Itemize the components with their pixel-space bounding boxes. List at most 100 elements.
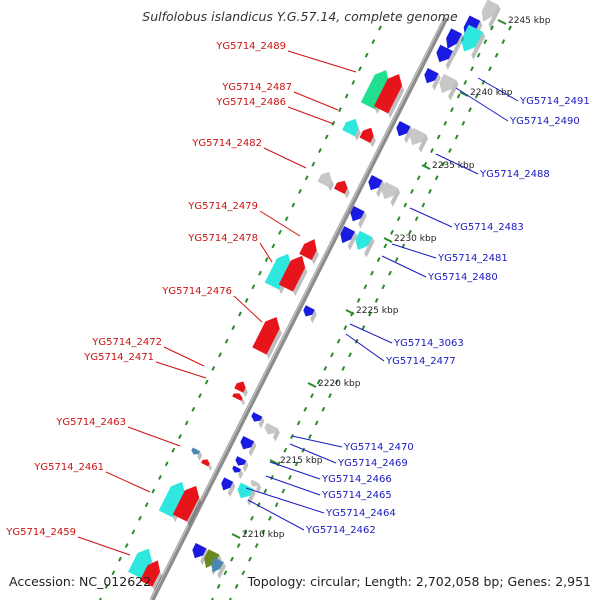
track-dot [298,188,302,194]
track-dot [356,297,361,303]
gene-label-right: YG5714_3063 [393,338,464,349]
map-title: Sulfolobus islandicus Y.G.57.14, complet… [142,9,458,24]
gene-label-right: YG5714_2488 [479,169,550,180]
right-label-leader [349,323,393,344]
track-dot [310,393,314,399]
left-label-leader [259,242,273,263]
gene-feature-21 [278,255,308,297]
track-dot [316,379,321,385]
left-label-leader [293,91,339,111]
gene-feature-5 [424,68,441,91]
track-dot [230,556,234,562]
track-dot [476,52,481,58]
gene-feature-2 [461,24,486,60]
track-dot [204,379,209,385]
track-dot [256,502,261,508]
right-label-leader [247,499,305,531]
track-dot [443,120,448,126]
track-dot [98,597,102,600]
track-dot [263,488,268,494]
track-dot [118,556,122,562]
track-dot [336,338,341,344]
gene-feature-17 [350,206,367,229]
gene-feature-15 [368,175,385,198]
track-dot [318,148,322,154]
scale-tick-label: 2240 kbp [470,88,513,98]
gene-feature-31 [232,465,244,479]
left-label-leader [163,346,205,367]
track-dot [211,366,216,371]
gene-feature-22 [299,239,319,265]
track-dot [261,529,266,535]
left-label-leader [259,210,301,237]
track-dot [323,366,328,371]
left-label-leader [127,426,181,447]
scale-tick-mark [307,382,317,388]
right-label-leader [269,461,321,480]
track-dot [288,474,292,480]
gene-label-right: YG5714_2480 [427,272,498,283]
gene-label-left: YG5714_2489 [215,41,286,52]
track-dot [358,66,362,72]
track-dot [348,352,352,358]
feature-dot-tracks [98,25,512,600]
gene-feature-23 [252,317,282,360]
gene-feature-18 [340,226,358,251]
track-dot [381,284,386,290]
scale-tick-label: 2220 kbp [318,379,361,389]
track-dot [368,311,372,317]
right-label-leader [345,333,385,362]
accession-text: Accession: NC_012622 [9,574,152,589]
track-dot [314,420,319,426]
track-dot [338,107,342,113]
track-dot [388,270,392,276]
gene-label-right: YG5714_2483 [453,222,524,233]
track-dot [218,352,222,358]
gene-feature-36 [250,479,262,493]
left-label-leader [287,106,335,125]
track-dot [394,257,399,262]
gene-label-left: YG5714_2471 [83,352,154,363]
track-dot [271,243,276,249]
left-label-leader [287,50,357,73]
track-dot [223,570,228,576]
track-dot [243,529,248,535]
gene-label-right: YG5714_2469 [337,458,408,469]
track-dot [390,229,394,235]
scale-tick-mark [345,309,355,315]
gene-label-right: YG5714_2490 [509,116,580,127]
topology-text: Topology: circular; Length: 2,702,058 bp… [247,574,591,589]
gene-label-left: YG5714_2482 [191,138,262,149]
gene-feature-41 [211,557,226,579]
scale-tick-mark [269,459,279,465]
gene-label-right: YG5714_2466 [321,474,392,485]
track-dot [284,216,289,222]
gene-label-left: YG5714_2478 [187,233,258,244]
gene-feature-30 [235,456,249,473]
track-dot [290,434,294,440]
track-dot [210,597,214,600]
gene-label-right: YG5714_2470 [343,442,414,453]
track-dot [321,406,326,412]
gene-label-left: YG5714_2487 [221,82,292,93]
gene-feature-10 [359,127,376,148]
track-dot [191,406,196,412]
track-dot [308,434,312,440]
track-dot [238,311,242,317]
track-dot [454,134,459,140]
gene-label-right: YG5714_2465 [321,490,392,501]
left-label-leader [77,536,131,556]
gene-feature-43 [139,560,163,592]
track-dot [241,570,246,576]
track-dot [270,474,274,480]
left-label-leader [263,147,307,169]
genome-backbone-highlight [149,17,446,600]
track-dot [268,515,272,521]
scale-ticks: 2245 kbp 2240 kbp 2235 kbp 2230 kbp 2225 kbp… [231,16,551,540]
left-label-leader [155,361,207,379]
track-dot [248,556,252,562]
track-dot [450,107,454,113]
track-dot [251,284,256,290]
scale-tick-label: 2210 kbp [242,530,285,540]
gene-feature-14 [333,180,350,199]
